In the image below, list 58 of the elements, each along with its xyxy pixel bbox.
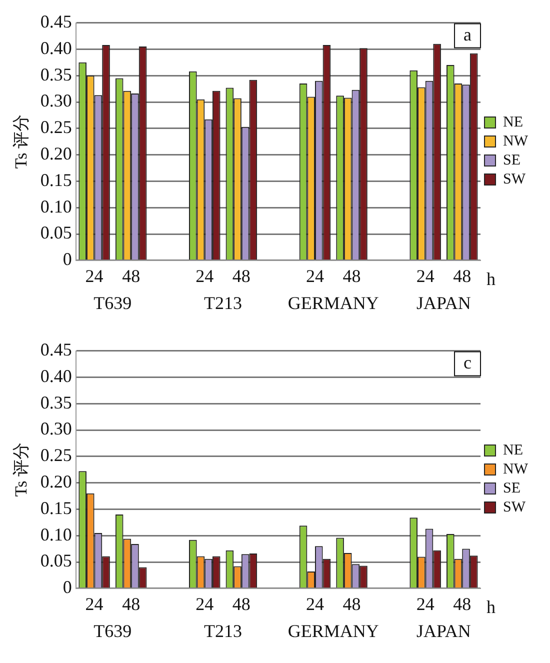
y-tick-label: 0.20	[40, 144, 72, 164]
legend-label: SW	[503, 499, 526, 516]
legend-label: NW	[503, 461, 529, 478]
y-tick-label: 0.15	[40, 498, 72, 518]
x-tick-label: 24	[416, 594, 434, 614]
legend-label: SE	[503, 152, 521, 168]
y-tick-label: 0.40	[40, 366, 72, 386]
x-tick-label: 24	[196, 266, 214, 286]
y-tick-label: 0.20	[40, 472, 72, 492]
x-tick-label: 48	[232, 594, 250, 614]
text: T639	[94, 293, 132, 314]
y-tick-label: 0.25	[40, 117, 72, 138]
y-tick-label: 0.15	[40, 170, 72, 190]
text: GERMANY	[288, 293, 379, 314]
y-tick-label: 0.40	[40, 38, 72, 58]
y-tick-label: 0.25	[40, 445, 72, 466]
annotation: a	[464, 24, 472, 45]
x-tick-label: 48	[453, 266, 472, 286]
legend-label: SW	[503, 171, 526, 188]
x-tick-label: 24	[196, 594, 214, 614]
text: JAPAN	[416, 293, 471, 314]
x-tick-label: 48	[122, 594, 140, 614]
y-tick-label: 0.30	[40, 418, 72, 439]
y-tick-label: 0.10	[40, 196, 72, 216]
y-tick-label: 0	[62, 249, 72, 270]
x-tick-label: 48	[342, 594, 361, 614]
text: h	[486, 597, 496, 618]
x-tick-label: 24	[85, 266, 104, 286]
text: T639	[94, 621, 132, 642]
y-tick-label: 0.10	[40, 524, 72, 544]
x-tick-label: 24	[306, 594, 324, 614]
y-tick-label: 0.35	[40, 392, 72, 412]
y-axis-title: Ts 评分	[12, 114, 31, 169]
x-tick-label: 48	[122, 266, 140, 286]
y-tick-label: 0.05	[40, 222, 72, 243]
y-tick-label: 0.35	[40, 64, 72, 84]
y-tick-label: 0.45	[40, 340, 72, 360]
y-axis-title: Ts 评分	[12, 442, 31, 497]
y-tick-label: 0.30	[40, 90, 72, 111]
x-tick-label: 24	[306, 266, 324, 286]
annotation: c	[464, 352, 472, 373]
legend-label: NE	[503, 114, 524, 130]
y-tick-label: 0.05	[40, 550, 72, 571]
y-tick-label: 0	[62, 577, 72, 598]
legend-label: NE	[503, 442, 524, 458]
legend-label: NW	[503, 133, 529, 150]
x-tick-label: 48	[232, 266, 250, 286]
text: T213	[204, 293, 242, 314]
text: JAPAN	[416, 621, 471, 642]
text: h	[486, 269, 496, 290]
text: GERMANY	[288, 621, 379, 642]
x-tick-label: 24	[416, 266, 434, 286]
x-tick-label: 48	[453, 594, 472, 614]
x-tick-label: 48	[342, 266, 361, 286]
text: T213	[204, 621, 242, 642]
y-tick-label: 0.45	[40, 12, 72, 32]
x-tick-label: 24	[85, 594, 104, 614]
legend-label: SE	[503, 480, 521, 496]
